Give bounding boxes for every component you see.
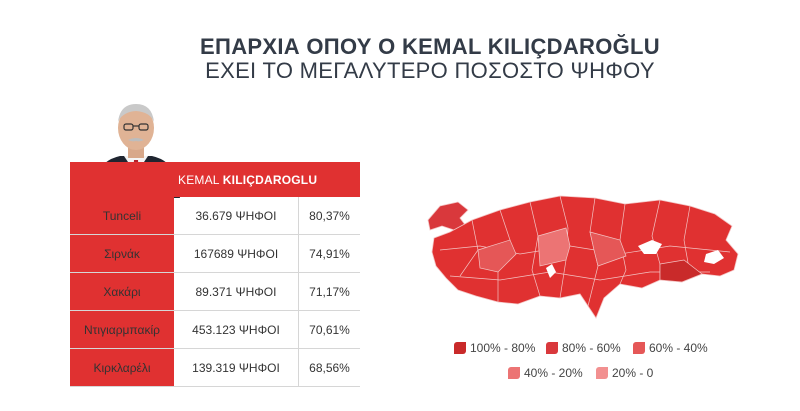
candidate-first-name: KEMAL [178,173,220,187]
votes-cell: 453.123 ΨΗΦΟΙ [174,310,299,349]
legend-label: 80% - 60% [562,341,621,355]
table-row: Ντιγιαρμπακίρ 453.123 ΨΗΦΟΙ 70,61% [70,310,360,349]
legend-label: 100% - 80% [470,341,536,355]
candidate-name: KEMAL KILIÇDAROGLU [178,173,317,187]
votes-cell: 167689 ΨΗΦΟΙ [174,234,299,273]
votes-cell: 36.679 ΨΗΦΟΙ [174,197,299,235]
votes-cell: 89.371 ΨΗΦΟΙ [174,272,299,311]
legend-swatch [596,367,608,379]
legend-swatch [546,342,558,354]
map-thrace [427,201,469,231]
legend-item: 80% - 60% [546,341,621,355]
votes-cell: 139.319 ΨΗΦΟΙ [174,348,299,387]
legend-item: 40% - 20% [508,366,583,380]
province-cell: Χακάρι [70,272,174,311]
province-cell: Ντιγιαρμπακίρ [70,310,174,349]
province-cell: Σιρνάκ [70,234,174,273]
legend-item: 60% - 40% [633,341,708,355]
title-line-1: ΕΠΑΡΧΙΑ ΟΠΟΥ Ο KEMAL KILIÇDAROĞLU [200,34,660,59]
table-row: Tunceli 36.679 ΨΗΦΟΙ 80,37% [70,197,360,235]
province-cell: Κιρκλαρέλι [70,348,174,387]
province-cell: Tunceli [70,197,174,235]
legend-label: 40% - 20% [524,366,583,380]
legend-swatch [508,367,520,379]
turkey-map [427,195,739,319]
map-lake-keban [638,240,662,254]
table-row: Χακάρι 89.371 ΨΗΦΟΙ 71,17% [70,272,360,311]
title-line-2: ΕΧΕΙ ΤΟ ΜΕΓΑΛΥΤΕΡΟ ΠΟΣΟΣΤΟ ΨΗΦΟΥ [205,58,655,83]
map-southeast-dark [659,259,703,283]
map-anatolia [431,195,739,319]
table-row: Κιρκλαρέλι 139.319 ΨΗΦΟΙ 68,56% [70,348,360,387]
legend-swatch [454,342,466,354]
results-table: Tunceli 36.679 ΨΗΦΟΙ 80,37% Σιρνάκ 167689 ΨΗ… [70,197,360,387]
percent-cell: 71,17% [298,272,360,311]
map-region-light-1 [537,227,571,267]
percent-cell: 80,37% [298,197,360,235]
percent-cell: 70,61% [298,310,360,349]
candidate-last-name: KILIÇDAROGLU [222,173,318,187]
map-region-light-2 [477,239,517,273]
legend-swatch [633,342,645,354]
map-lake-tuz [546,264,556,278]
map-region-light-3 [589,231,627,267]
legend-label: 60% - 40% [649,341,708,355]
table-row: Σιρνάκ 167689 ΨΗΦΟΙ 74,91% [70,234,360,273]
legend-label: 20% - 0 [612,366,654,380]
map-lake-van [704,250,724,264]
legend-item: 20% - 0 [596,366,653,380]
legend-item: 100% - 80% [454,341,535,355]
candidate-banner [70,162,360,197]
percent-cell: 68,56% [298,348,360,387]
percent-cell: 74,91% [298,234,360,273]
